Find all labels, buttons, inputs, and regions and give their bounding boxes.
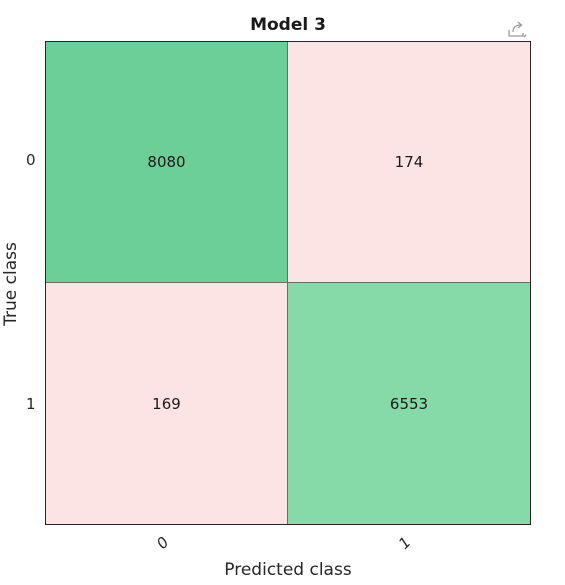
export-icon[interactable] [505, 16, 529, 40]
cell-value: 6553 [389, 394, 429, 413]
x-tick-label: 1 [395, 533, 415, 553]
y-tick-label: 0 [26, 151, 36, 169]
cell-value: 8080 [147, 153, 186, 171]
chart-title: Model 3 [250, 15, 326, 35]
cell-value: 174 [394, 153, 424, 171]
x-tick-label: 0 [153, 533, 173, 553]
matrix-cell-true1-pred0: 169 [46, 283, 288, 524]
matrix-cell-true1-pred1: 6553 [288, 283, 530, 524]
x-axis-label: Predicted class [224, 560, 352, 580]
cell-value: 169 [152, 394, 181, 413]
matrix-cell-true0-pred0: 8080 [46, 42, 288, 283]
confusion-matrix: 8080 174 169 6553 [45, 41, 531, 525]
y-axis-label: True class [1, 242, 21, 326]
y-tick-label: 1 [26, 395, 36, 413]
matrix-cell-true0-pred1: 174 [288, 42, 530, 283]
